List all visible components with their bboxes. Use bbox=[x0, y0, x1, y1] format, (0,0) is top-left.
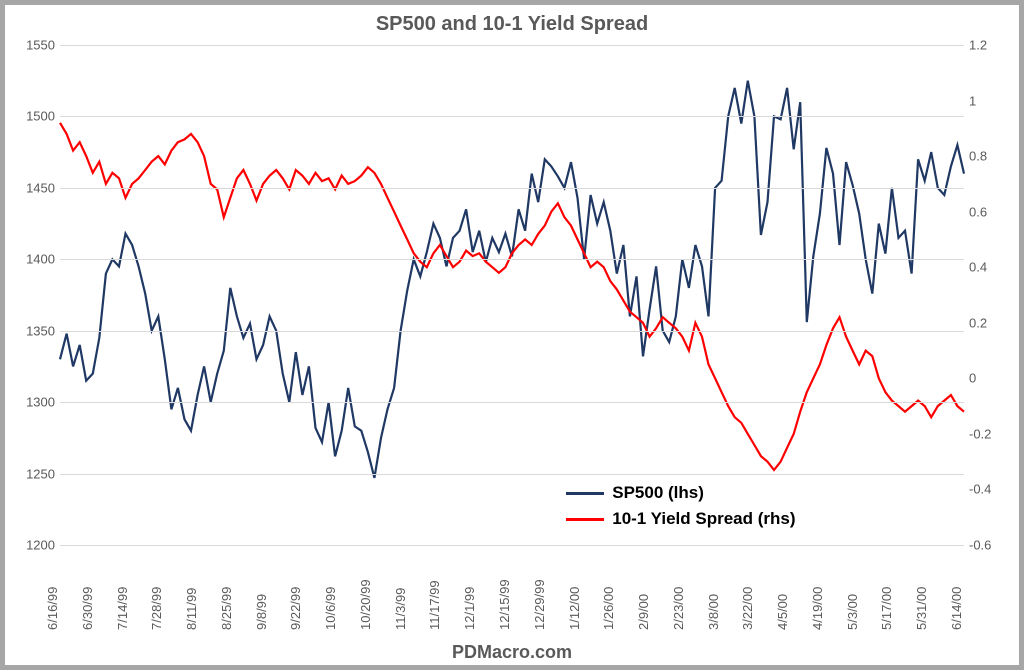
x-tick-label: 12/1/99 bbox=[462, 587, 477, 630]
y-left-tick-label: 1200 bbox=[15, 538, 55, 553]
y-right-tick-label: 1.2 bbox=[969, 38, 1009, 53]
series-yield-spread bbox=[60, 123, 964, 470]
y-right-tick-label: -0.4 bbox=[969, 482, 1009, 497]
x-tick-label: 9/22/99 bbox=[288, 587, 303, 630]
x-tick-label: 9/8/99 bbox=[254, 594, 269, 630]
x-tick-label: 10/6/99 bbox=[323, 587, 338, 630]
legend: SP500 (lhs) 10-1 Yield Spread (rhs) bbox=[566, 477, 795, 535]
line-series-svg bbox=[60, 45, 964, 545]
x-tick-label: 3/8/00 bbox=[706, 594, 721, 630]
chart-container: SP500 and 10-1 Yield Spread SP500 (lhs) … bbox=[0, 0, 1024, 670]
y-left-tick-label: 1450 bbox=[15, 180, 55, 195]
x-axis-labels: 6/16/996/30/997/14/997/28/998/11/998/25/… bbox=[60, 545, 964, 645]
x-tick-label: 12/29/99 bbox=[532, 579, 547, 630]
y-right-tick-label: 0.8 bbox=[969, 149, 1009, 164]
y-right-tick-label: 0.4 bbox=[969, 260, 1009, 275]
x-tick-label: 6/14/00 bbox=[949, 587, 964, 630]
x-tick-label: 1/26/00 bbox=[601, 587, 616, 630]
x-tick-label: 10/20/99 bbox=[358, 579, 373, 630]
y-right-tick-label: 0.2 bbox=[969, 315, 1009, 330]
x-tick-label: 5/17/00 bbox=[879, 587, 894, 630]
y-left-tick-label: 1300 bbox=[15, 395, 55, 410]
legend-swatch bbox=[566, 492, 604, 495]
x-tick-label: 4/19/00 bbox=[810, 587, 825, 630]
x-tick-label: 6/16/99 bbox=[45, 587, 60, 630]
x-tick-label: 11/17/99 bbox=[427, 580, 442, 630]
legend-item: SP500 (lhs) bbox=[566, 483, 795, 503]
x-tick-label: 7/28/99 bbox=[149, 587, 164, 630]
x-tick-label: 3/22/00 bbox=[740, 587, 755, 630]
x-tick-label: 1/12/00 bbox=[567, 587, 582, 630]
x-tick-label: 11/3/99 bbox=[393, 588, 408, 630]
chart-footer: PDMacro.com bbox=[5, 642, 1019, 663]
y-right-tick-label: 0 bbox=[969, 371, 1009, 386]
legend-label: SP500 (lhs) bbox=[612, 483, 704, 503]
x-tick-label: 5/3/00 bbox=[845, 594, 860, 630]
x-tick-label: 8/11/99 bbox=[184, 588, 199, 630]
legend-item: 10-1 Yield Spread (rhs) bbox=[566, 509, 795, 529]
x-tick-label: 2/9/00 bbox=[636, 594, 651, 630]
x-tick-label: 8/25/99 bbox=[219, 587, 234, 630]
y-left-tick-label: 1550 bbox=[15, 38, 55, 53]
y-left-tick-label: 1350 bbox=[15, 323, 55, 338]
y-left-tick-label: 1500 bbox=[15, 109, 55, 124]
x-tick-label: 7/14/99 bbox=[115, 587, 130, 630]
y-right-tick-label: -0.2 bbox=[969, 426, 1009, 441]
legend-swatch bbox=[566, 518, 604, 521]
y-left-tick-label: 1400 bbox=[15, 252, 55, 267]
y-right-tick-label: 1 bbox=[969, 93, 1009, 108]
x-tick-label: 6/30/99 bbox=[80, 587, 95, 630]
plot-area: SP500 (lhs) 10-1 Yield Spread (rhs) 1200… bbox=[60, 45, 964, 545]
x-tick-label: 5/31/00 bbox=[914, 587, 929, 630]
x-tick-label: 2/23/00 bbox=[671, 587, 686, 630]
legend-label: 10-1 Yield Spread (rhs) bbox=[612, 509, 795, 529]
x-tick-label: 4/5/00 bbox=[775, 594, 790, 630]
y-right-tick-label: 0.6 bbox=[969, 204, 1009, 219]
y-right-tick-label: -0.6 bbox=[969, 538, 1009, 553]
x-tick-label: 12/15/99 bbox=[497, 579, 512, 630]
chart-title: SP500 and 10-1 Yield Spread bbox=[5, 5, 1019, 36]
y-left-tick-label: 1250 bbox=[15, 466, 55, 481]
